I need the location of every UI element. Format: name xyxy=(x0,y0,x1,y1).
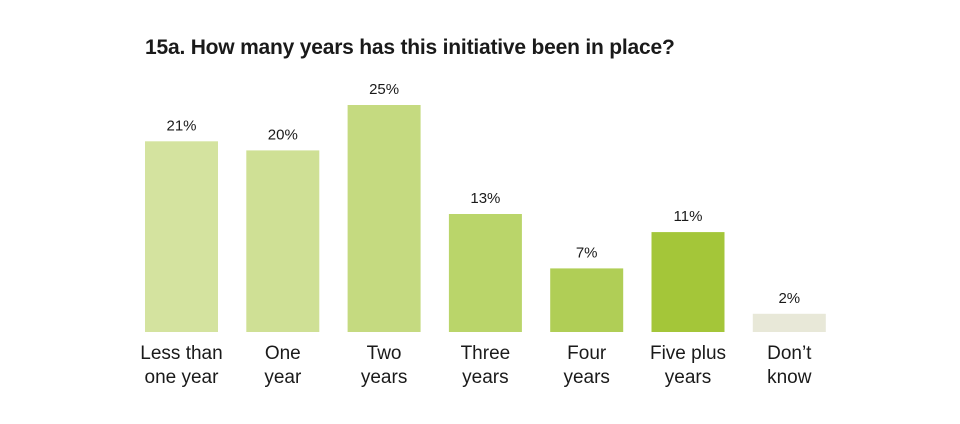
category-label-3-line-0: Three xyxy=(461,343,511,364)
category-label-4-line-0: Four xyxy=(567,343,607,364)
category-label-6-line-1: know xyxy=(767,367,812,388)
category-label-6-line-0: Don’t xyxy=(767,343,812,364)
category-label-0-line-0: Less than xyxy=(140,343,222,364)
bar-0 xyxy=(145,141,218,332)
value-label-2: 25% xyxy=(369,81,399,98)
category-label-4-line-1: years xyxy=(563,367,609,388)
category-label-1-line-1: year xyxy=(264,367,302,388)
category-label-3-line-1: years xyxy=(462,367,508,388)
category-label-5-line-0: Five plus xyxy=(650,343,726,364)
value-label-1: 20% xyxy=(268,126,298,143)
bar-6 xyxy=(752,313,826,332)
value-label-6: 2% xyxy=(778,290,800,307)
value-label-0: 21% xyxy=(166,117,196,134)
category-label-2-line-0: Two xyxy=(367,343,402,364)
chart-title: 15a. How many years has this initiative … xyxy=(145,36,675,59)
bar-5 xyxy=(651,232,725,332)
category-label-1-line-0: One xyxy=(265,343,301,364)
value-label-3: 13% xyxy=(470,190,500,207)
bar-3 xyxy=(448,214,522,332)
bar-2 xyxy=(347,105,421,332)
value-label-4: 7% xyxy=(576,244,598,261)
category-label-5-line-1: years xyxy=(665,367,711,388)
value-label-5: 11% xyxy=(674,208,703,225)
category-label-0-line-1: one year xyxy=(145,367,220,388)
category-label-2-line-1: years xyxy=(361,367,407,388)
bar-1 xyxy=(246,150,320,332)
bar-4 xyxy=(550,268,624,332)
